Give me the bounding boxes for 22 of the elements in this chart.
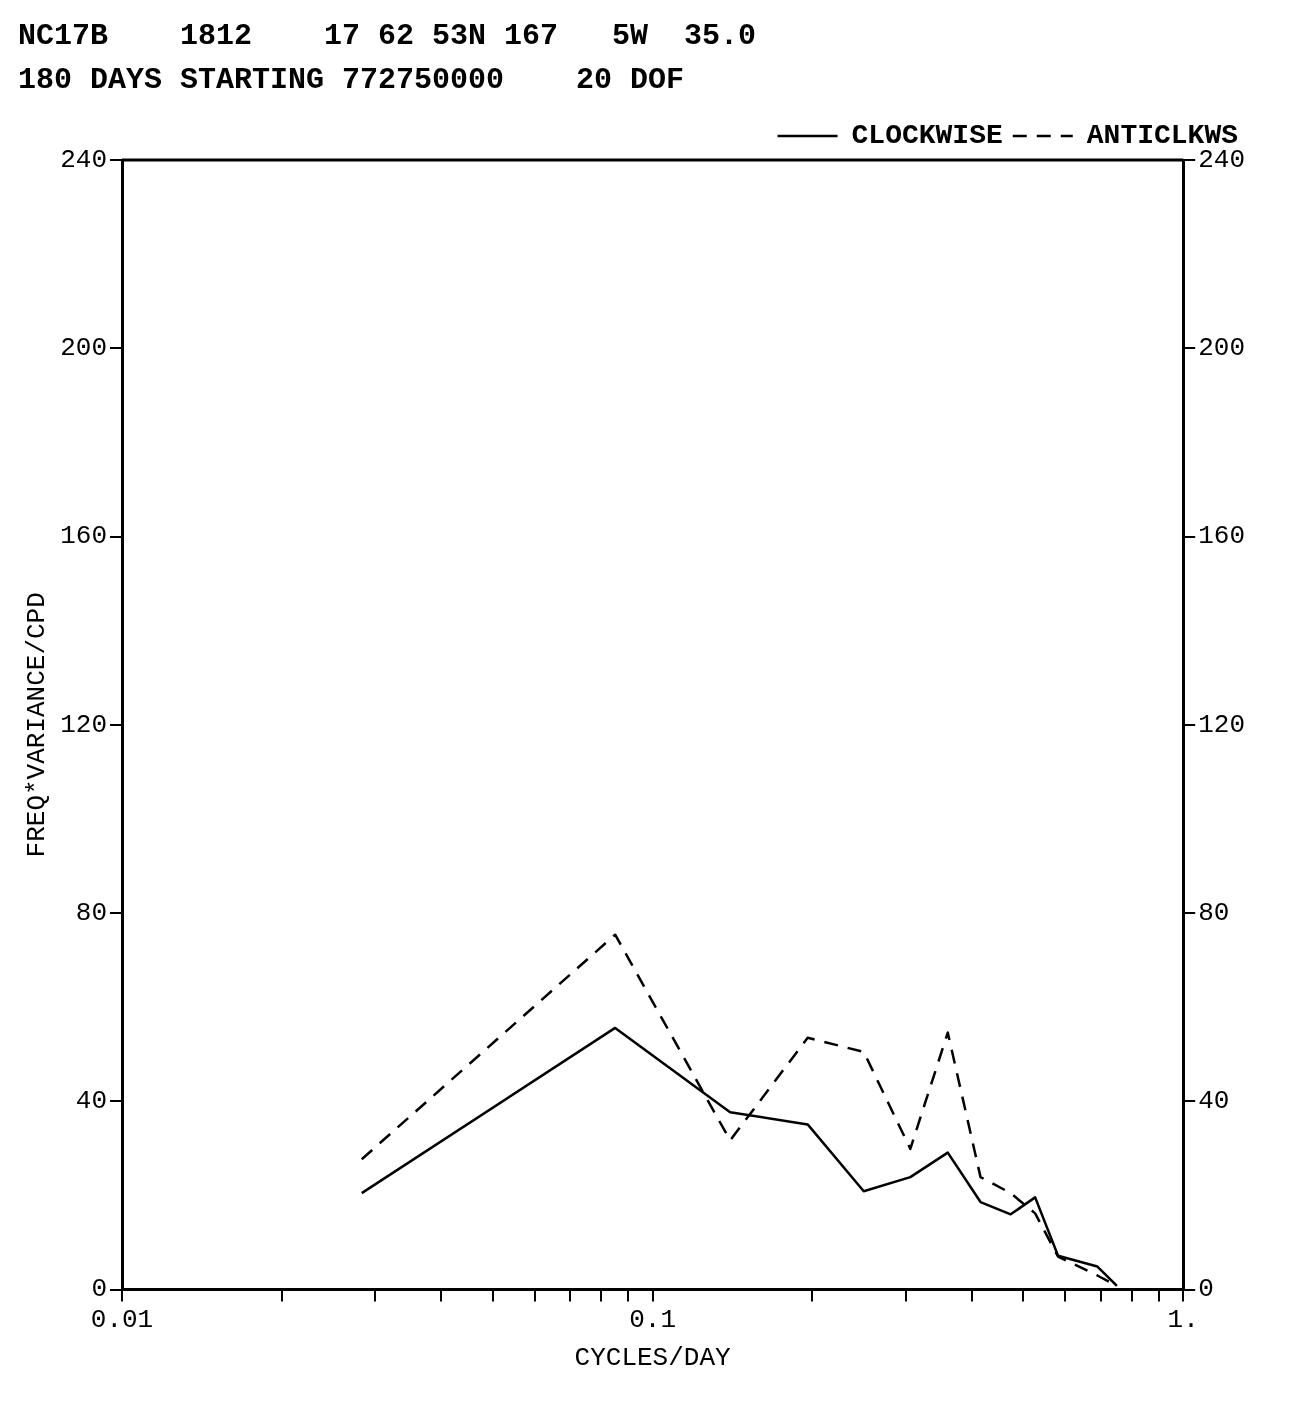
x-tick-label: 1. [1167, 1305, 1199, 1336]
x-tick-label: 0.1 [629, 1305, 677, 1336]
y2-tick-label: 120 [1198, 709, 1245, 740]
x-axis-title: CYCLES/DAY [574, 1343, 732, 1374]
chart-subtitle: 180 DAYS STARTING 772750000 20 DOF [18, 62, 685, 97]
y-tick-label: 0 [91, 1274, 108, 1305]
legend-label: CLOCKWISE [851, 120, 1003, 152]
y-tick-label: 160 [60, 521, 108, 552]
y2-tick-label: 80 [1198, 897, 1230, 928]
y-tick-label: 240 [60, 144, 108, 175]
x-tick-label: 0.01 [90, 1305, 154, 1336]
y2-tick-label: 40 [1198, 1086, 1230, 1117]
chart-title: NC17B 1812 17 62 53N 167 5W 35.0 [18, 18, 757, 53]
y-tick-label: 120 [60, 709, 108, 740]
y-tick-label: 40 [75, 1086, 108, 1117]
y2-tick-label: 0 [1198, 1274, 1214, 1305]
y-tick-label: 200 [60, 333, 108, 364]
y2-tick-label: 240 [1198, 144, 1245, 175]
y-axis-title: FREQ*VARIANCE/CPD [22, 592, 53, 858]
y2-tick-label: 160 [1198, 521, 1245, 552]
y2-tick-label: 200 [1198, 333, 1245, 364]
y-tick-label: 80 [75, 897, 108, 928]
